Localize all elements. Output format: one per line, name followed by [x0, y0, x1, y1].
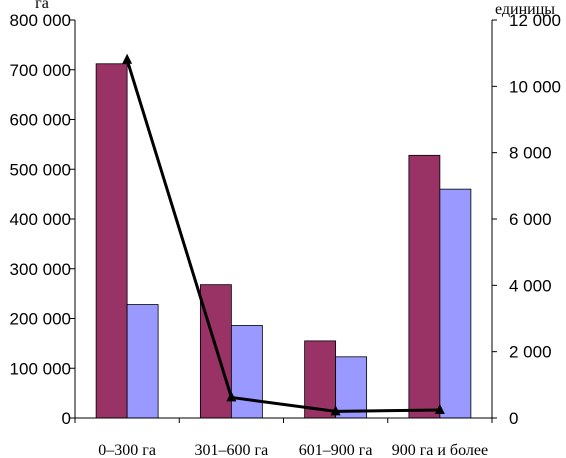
- bars-layer: [95, 63, 472, 419]
- left-tick-label-3: 300 000: [10, 260, 71, 279]
- bar-2-2: [230, 325, 263, 419]
- bar-1-4: [408, 154, 441, 419]
- left-tick-label-1: 100 000: [10, 359, 71, 378]
- left-tick-label-2: 200 000: [10, 310, 71, 329]
- left-tick-label-8: 800 000: [10, 11, 71, 30]
- left-tick-label-7: 700 000: [10, 61, 71, 80]
- left-tick-label-0: 0: [62, 409, 71, 428]
- right-tick-label-5: 10 000: [509, 77, 561, 96]
- line-point-3: [330, 405, 341, 416]
- right-tick-label-2: 4 000: [509, 276, 552, 295]
- right-tick-label-4: 8 000: [509, 144, 552, 163]
- axes-layer: [70, 19, 497, 423]
- category-label-2: 301–600 га: [195, 442, 269, 458]
- line-layer: [122, 53, 445, 416]
- category-label-4: 900 га и более: [392, 442, 488, 458]
- right-axis-unit: единицы: [495, 1, 555, 18]
- right-tick-label-0: 0: [509, 409, 518, 428]
- left-axis-unit: га: [35, 0, 49, 12]
- category-label-3: 601–900 га: [299, 442, 373, 458]
- bar-1-1: [95, 63, 128, 419]
- line-series-1: [125, 59, 440, 413]
- left-tick-label-6: 600 000: [10, 111, 71, 130]
- bar-2-1: [126, 304, 159, 419]
- line-point-4: [434, 404, 445, 415]
- category-label-1: 0–300 га: [98, 442, 156, 458]
- labels-layer: 0 100 000 200 000 300 000 400 000 500 000 600 …: [10, 11, 561, 458]
- left-tick-label-4: 400 000: [10, 210, 71, 229]
- bar-1-3: [304, 340, 337, 419]
- line-point-1: [122, 53, 133, 64]
- bar-2-4: [439, 188, 472, 419]
- left-tick-label-5: 500 000: [10, 160, 71, 179]
- bar-2-3: [335, 356, 368, 419]
- line-point-2: [226, 391, 237, 402]
- right-tick-label-6: 12 000: [509, 11, 561, 30]
- right-tick-label-3: 6 000: [509, 210, 552, 229]
- right-tick-label-1: 2 000: [509, 343, 552, 362]
